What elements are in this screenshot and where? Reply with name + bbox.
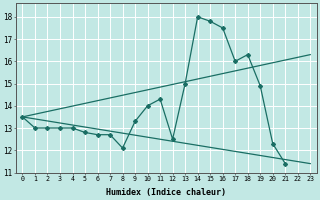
X-axis label: Humidex (Indice chaleur): Humidex (Indice chaleur) xyxy=(106,188,226,197)
